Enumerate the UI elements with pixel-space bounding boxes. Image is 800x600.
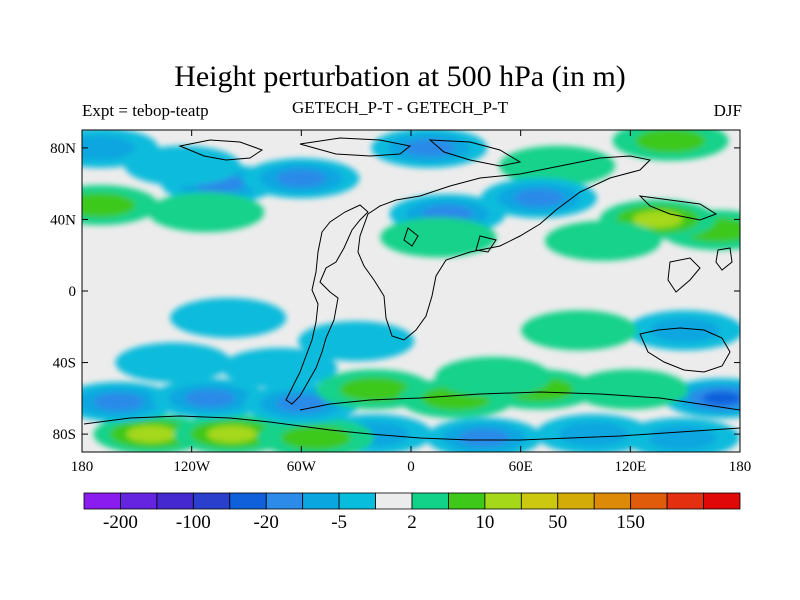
colorbar-box <box>120 492 158 510</box>
field-contour <box>170 297 287 338</box>
field-contour <box>499 145 616 186</box>
field-contour <box>435 356 552 397</box>
colorbar-label: -100 <box>176 512 211 533</box>
field-contour <box>339 377 410 402</box>
coastline-africa-eurasia <box>357 155 652 341</box>
y-tick-label: 80N <box>50 141 76 157</box>
field-contour <box>702 391 740 405</box>
field-contour <box>544 220 661 261</box>
colorbar-label: 10 <box>475 512 494 533</box>
coastline-america <box>285 204 369 405</box>
field-contour <box>298 321 415 362</box>
y-tick-label: 80S <box>53 427 76 443</box>
x-tick-label: 120W <box>173 459 211 475</box>
colorbar-label: -20 <box>254 512 279 533</box>
colorbar-label: 2 <box>407 512 417 533</box>
colorbar-box <box>593 492 632 510</box>
colorbar-box <box>192 492 231 510</box>
colorbar: -200 -100 -20 -5 2 10 50 150 <box>83 492 741 533</box>
colorbar-box <box>411 492 449 510</box>
x-tick-label: 180 <box>71 459 94 475</box>
field-contour <box>558 422 629 447</box>
x-tick-label: 60W <box>287 459 317 475</box>
colorbar-box <box>229 492 267 510</box>
colorbar-box <box>265 492 304 510</box>
colorbar-box <box>484 492 522 510</box>
colorbar-box <box>703 492 741 510</box>
y-tick-label: 40S <box>53 356 76 372</box>
field-contour <box>207 425 257 443</box>
colorbar-box <box>630 492 668 510</box>
field-contour <box>276 169 327 187</box>
x-tick-label: 120E <box>614 459 646 475</box>
colorbar-label: 150 <box>616 512 645 533</box>
colorbar-box <box>557 492 595 510</box>
season-label: DJF <box>713 101 742 120</box>
map-axes: 180 120W 60W 0 60E 120E 180 80N 40N 0 40S 80S <box>50 130 751 475</box>
colorbar-box <box>156 492 194 510</box>
colorbar-label: -5 <box>331 512 347 533</box>
coastline-antarctica <box>83 415 740 441</box>
colorbar-box <box>520 492 559 510</box>
y-tick-label: 0 <box>69 284 77 300</box>
field-contour <box>514 189 564 207</box>
field-contour <box>635 130 706 153</box>
coastline-north-2 <box>299 137 412 157</box>
field-contour <box>646 425 717 450</box>
coastline-north-3 <box>428 139 522 167</box>
x-tick-label: 180 <box>729 459 752 475</box>
field-contour <box>650 318 720 343</box>
colorbar-label: -200 <box>103 512 138 533</box>
height-field <box>82 130 740 452</box>
field-contour <box>148 192 265 233</box>
coastline-island-4 <box>475 235 497 253</box>
coastlines <box>83 137 740 441</box>
field-contour <box>281 425 351 450</box>
x-tick-label: 0 <box>407 459 415 475</box>
colorbar-box <box>338 492 376 510</box>
field-contour <box>126 425 177 443</box>
coastline-north-1 <box>178 139 264 161</box>
x-tick-label: 60E <box>509 459 533 475</box>
chart-title: Height perturbation at 500 hPa (in m) <box>174 60 626 93</box>
field-contour <box>82 193 136 218</box>
field-contour <box>459 429 509 447</box>
field-contour <box>632 210 683 229</box>
field-contour <box>115 342 232 383</box>
colorbar-box <box>448 492 486 510</box>
field-contour <box>221 347 338 388</box>
coastline-island-1 <box>638 195 718 221</box>
field-contour <box>93 393 144 411</box>
field-contour <box>521 310 638 351</box>
field-contour <box>404 139 455 157</box>
coastline-island-3 <box>715 247 733 271</box>
field-contour <box>185 389 235 407</box>
coastline-southern <box>299 391 740 411</box>
coastline-australia <box>639 327 731 373</box>
coastline-island-5 <box>403 227 419 247</box>
colorbar-box <box>302 492 340 510</box>
field-contour <box>572 369 689 410</box>
field-contour <box>380 217 497 258</box>
colorbar-box <box>375 492 413 510</box>
colorbar-box <box>83 492 121 510</box>
field-contour <box>276 395 327 413</box>
colorbar-box <box>666 492 704 510</box>
field-contour <box>82 135 136 160</box>
experiment-label: Expt = tebop-teatp <box>82 101 209 120</box>
colorbar-label: 50 <box>548 512 567 533</box>
dataset-label: GETECH_P-T - GETECH_P-T <box>292 98 508 117</box>
coastline-island-2 <box>667 257 701 293</box>
y-tick-label: 40N <box>50 212 76 228</box>
